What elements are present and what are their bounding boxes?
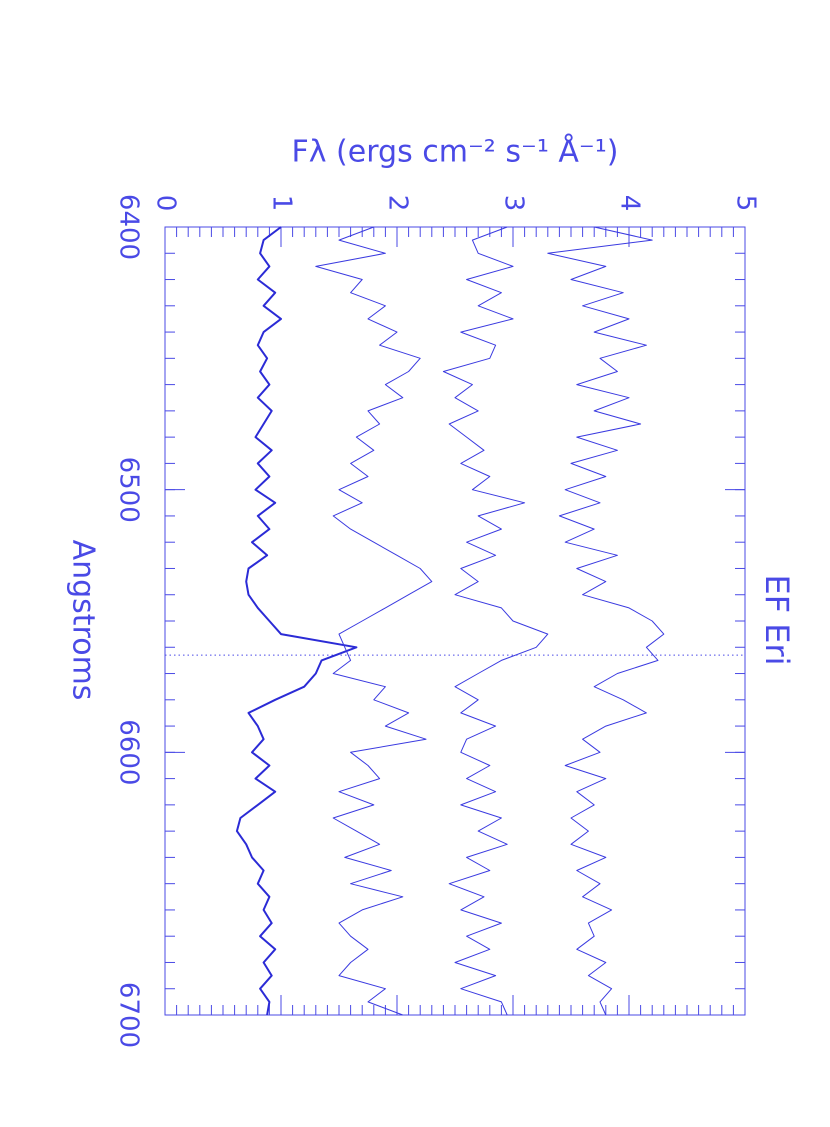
- y-tick-label: 1: [267, 195, 297, 212]
- x-tick-label: 6500: [114, 457, 144, 523]
- y-tick-label: 5: [731, 195, 761, 212]
- y-axis-label: Fλ (ergs cm⁻² s⁻¹ Å⁻¹): [292, 134, 619, 170]
- spectrum-line: [235, 226, 358, 1016]
- y-tick-label: 3: [499, 195, 529, 212]
- spectrum-line: [547, 226, 665, 1016]
- x-tick-label: 6700: [114, 982, 144, 1048]
- y-tick-label: 0: [151, 195, 181, 212]
- x-tick-label: 6600: [114, 719, 144, 785]
- x-axis-label: Angstroms: [66, 540, 101, 701]
- x-tick-label: 6400: [114, 194, 144, 260]
- spectrum-line: [315, 226, 433, 1016]
- plot-frame: [164, 226, 746, 1016]
- y-tick-label: 4: [615, 195, 645, 212]
- spectrum-line: [442, 226, 549, 1016]
- y-tick-label: 2: [383, 195, 413, 212]
- chart-title: EF Eri: [758, 574, 796, 665]
